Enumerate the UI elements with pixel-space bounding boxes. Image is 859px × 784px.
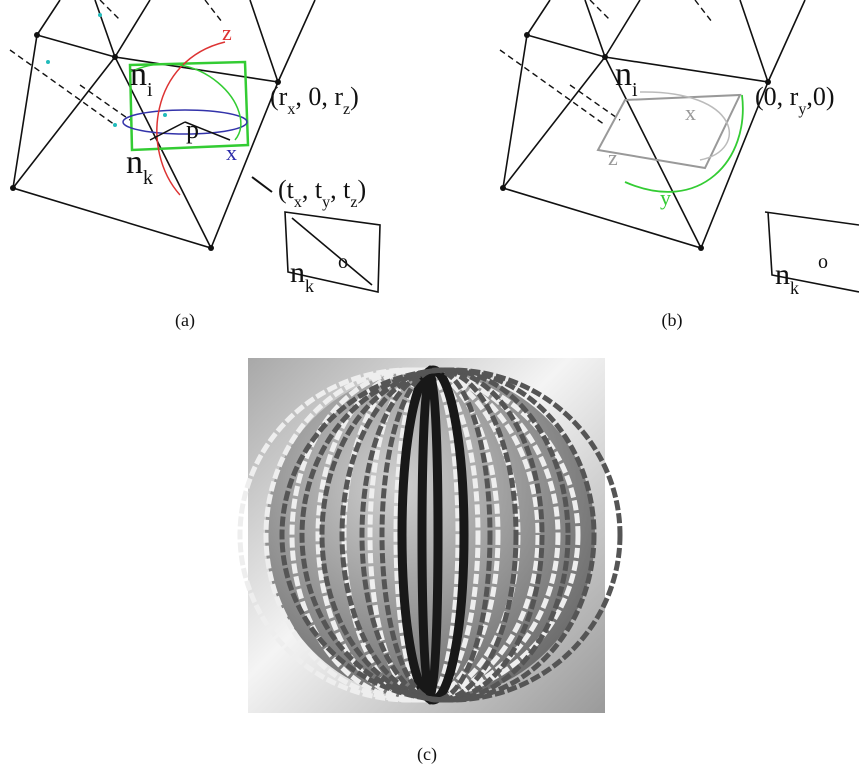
label-text: ) [357,175,366,204]
subscript: i [632,79,638,101]
label-text: z [222,20,232,45]
caption: (b) [662,310,683,331]
label: x [226,140,237,165]
subscript: z [343,101,350,118]
panel-b: (b) [500,0,859,331]
label-text: (r [270,82,288,111]
subscript: k [305,276,314,296]
label-text: , t [302,175,323,204]
label-text: x [226,140,237,165]
label-text: o [338,251,348,273]
label: nk [126,144,153,189]
label-text: , t [330,175,351,204]
label-text: (0, r [755,82,799,111]
subscript: i [147,79,153,101]
label: o [818,251,828,273]
label-text: n [290,256,305,289]
label-text: n [775,258,790,291]
caption: (c) [417,744,437,765]
caption: (a) [175,310,195,331]
figure: (a) (b) (c) nizpxnk(rx, 0, rz)(tx, ty, t… [0,0,859,784]
label: x [685,100,696,125]
subscript: y [798,101,806,118]
label-text: n [126,144,143,181]
label: y [660,185,671,210]
subscript: x [294,194,302,211]
label: z [222,20,232,45]
label-text: p [186,115,199,144]
panel-a: (a) [10,0,380,331]
subscript: z [350,194,357,211]
panel-c: (c) [240,358,620,765]
label: ni [615,56,638,101]
label: p [186,115,199,144]
label-text: ) [350,82,359,111]
label: z [608,145,618,170]
subscript: y [322,194,330,211]
label: nk [290,256,314,296]
label-text: n [130,56,147,93]
label: (rx, 0, rz) [270,82,359,118]
subscript: k [790,278,799,298]
label: (tx, ty, tz) [278,175,366,211]
label: (0, ry,0) [755,82,835,118]
label-text: z [608,145,618,170]
subscript: k [143,167,153,189]
label-text: , 0, r [295,82,343,111]
label: o [338,251,348,273]
label: nk [775,258,799,298]
subscript: x [287,101,295,118]
label-text: ,0) [806,82,834,111]
label-text: n [615,56,632,93]
label-text: x [685,100,696,125]
label-text: y [660,185,671,210]
label-text: (t [278,175,295,204]
label-text: o [818,251,828,273]
